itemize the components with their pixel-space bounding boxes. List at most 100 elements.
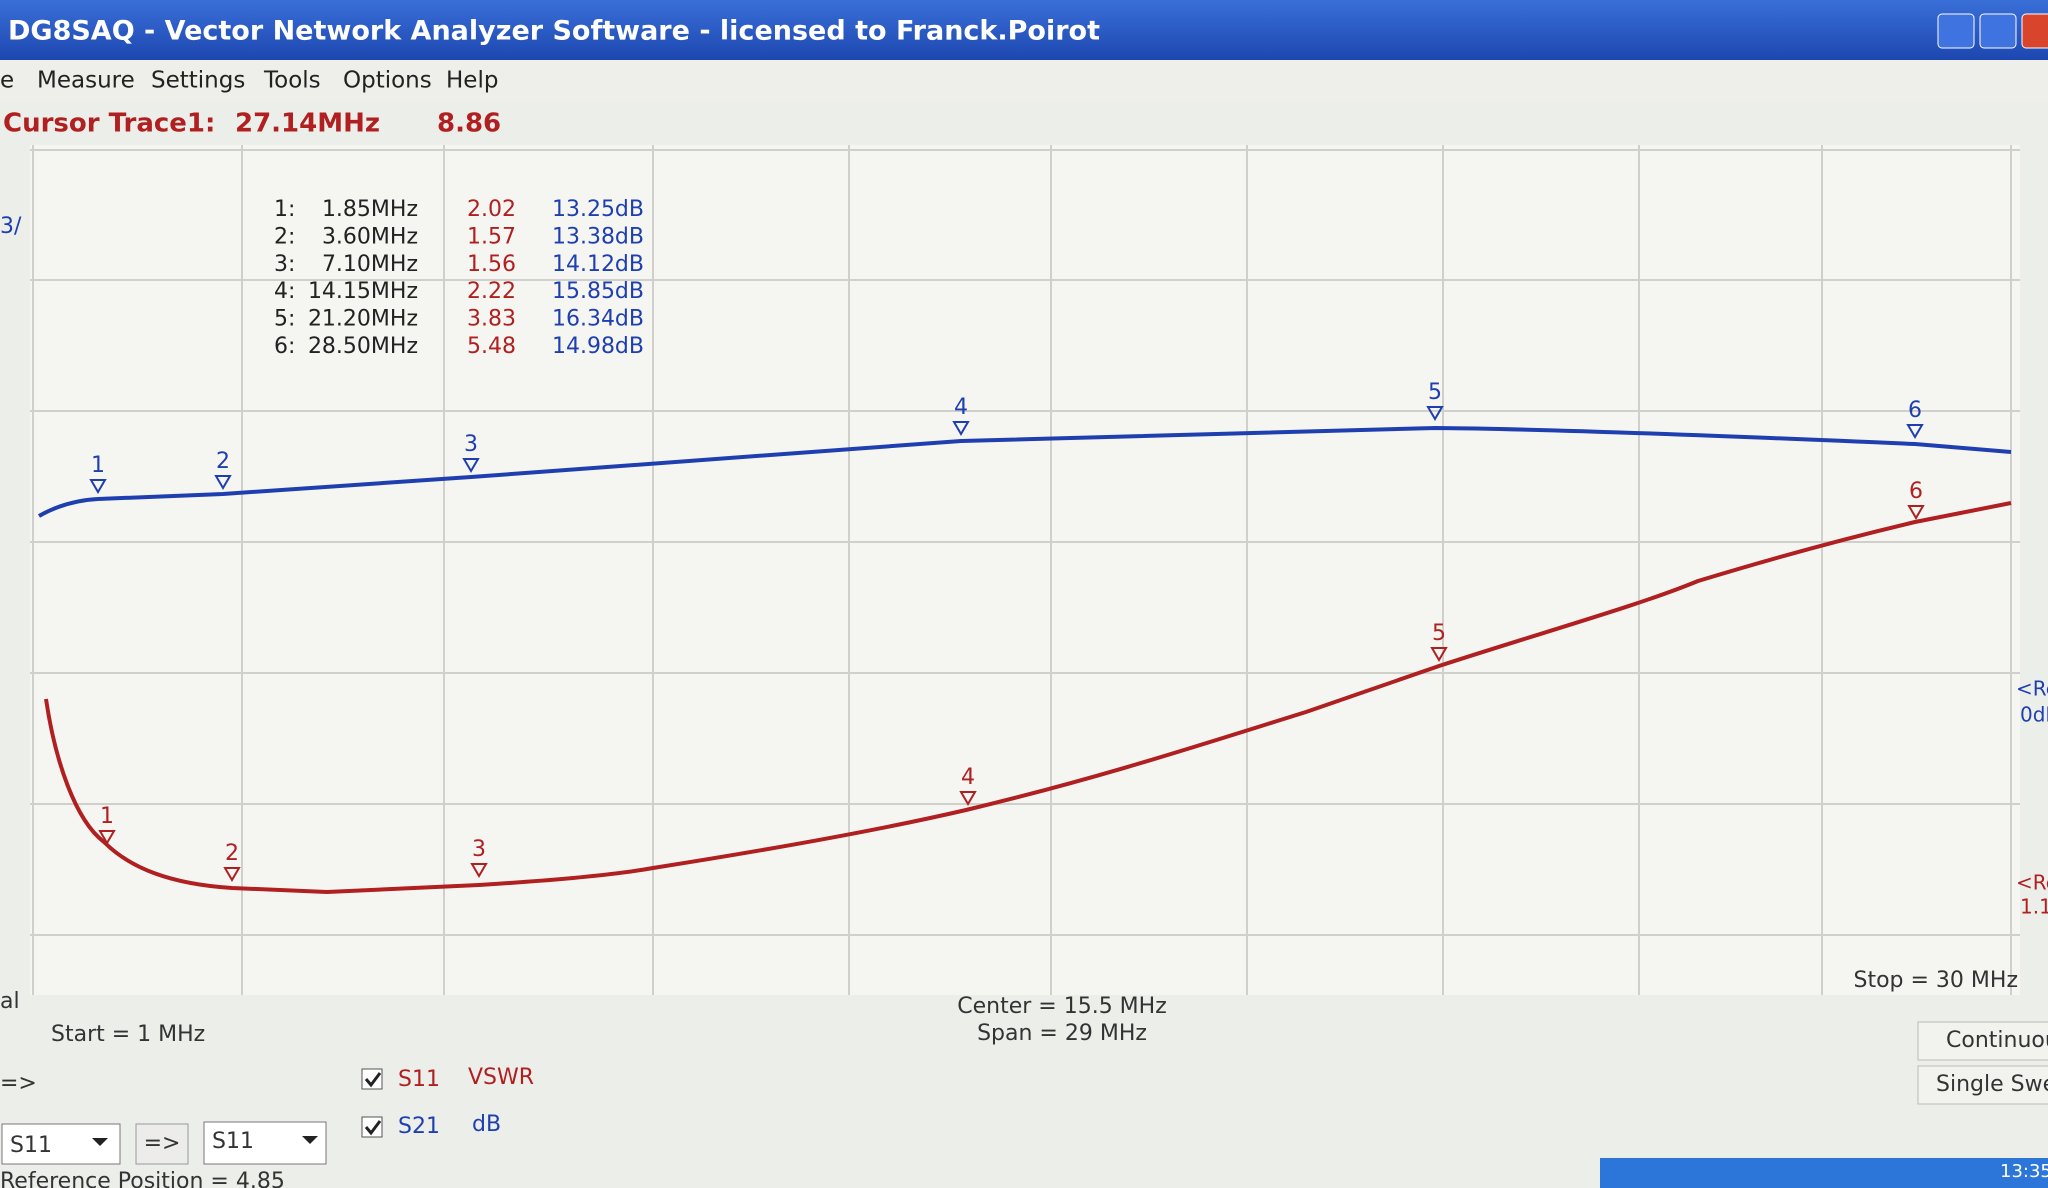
marker-triangle xyxy=(1430,647,1448,662)
menu-item[interactable]: Options xyxy=(343,68,432,94)
close-button[interactable] xyxy=(2021,13,2048,49)
copy-button[interactable] xyxy=(135,1123,189,1165)
menu-item[interactable]: Help xyxy=(446,68,498,94)
marker-number: 3 xyxy=(464,432,478,457)
dropdown-arrow xyxy=(302,1136,318,1144)
start-label: Start = 1 MHz xyxy=(51,1022,205,1047)
marker-triangle xyxy=(214,475,232,490)
marker-triangle xyxy=(1906,424,1924,439)
marker-vswr: 2.22 xyxy=(467,279,516,304)
marker-triangle xyxy=(223,867,241,882)
marker-number: 1 xyxy=(91,453,105,478)
marker-vswr: 2.02 xyxy=(467,197,516,222)
menu-item[interactable]: Measure xyxy=(37,68,135,94)
span-label: Span = 29 MHz xyxy=(977,1021,1147,1046)
marker-triangle xyxy=(462,458,480,473)
continuous-button[interactable] xyxy=(1917,1021,2048,1061)
marker-vswr: 3.83 xyxy=(467,307,516,332)
menu-item[interactable]: Settings xyxy=(151,68,245,94)
marker-label: 2: xyxy=(274,224,295,249)
marker-label: 5: xyxy=(274,307,295,332)
marker-vswr: 1.56 xyxy=(467,252,516,277)
marker-frequency: 28.50MHz xyxy=(308,334,418,359)
marker-frequency: 3.60MHz xyxy=(322,224,418,249)
marker-triangle xyxy=(952,421,970,436)
cursor-label: Cursor Trace1: xyxy=(3,109,215,139)
marker-number: 4 xyxy=(954,395,968,420)
s21-trace xyxy=(38,425,2012,518)
check-mark xyxy=(364,1072,382,1088)
marker-triangle xyxy=(470,863,488,878)
marker-s21: 14.98dB xyxy=(552,334,644,359)
dropdown-arrow xyxy=(92,1138,108,1146)
window-title: DG8SAQ - Vector Network Analyzer Softwar… xyxy=(8,16,1100,47)
menu: e Measure Settings Tools Options Help xyxy=(0,68,498,94)
marker-label: 4: xyxy=(274,279,295,304)
marker-s21: 13.38dB xyxy=(552,224,644,249)
marker-triangle xyxy=(89,479,107,494)
marker-s21: 13.25dB xyxy=(552,197,644,222)
copy-button-label: => xyxy=(144,1131,181,1156)
trace-checkbox[interactable] xyxy=(361,1116,383,1138)
menu-item[interactable]: e xyxy=(0,68,14,94)
marker-triangle xyxy=(1426,406,1444,421)
marker-number: 6 xyxy=(1908,398,1922,423)
single-sweep-button[interactable] xyxy=(1917,1065,2048,1105)
status-text: Reference Position = 4.85 xyxy=(0,1169,285,1188)
marker-s21: 16.34dB xyxy=(552,307,644,332)
marker-s21: 15.85dB xyxy=(552,279,644,304)
marker-table: 1: 1.85MHz 2.02 13.25dB 2: 3.60MHz 1.57 13.38dB… xyxy=(274,197,644,359)
plot-area xyxy=(30,145,2020,995)
dropdown-value: S11 xyxy=(212,1129,254,1154)
menu-item[interactable]: Tools xyxy=(263,68,321,94)
marker-number: 5 xyxy=(1428,380,1442,405)
marker-s21: 14.12dB xyxy=(552,252,644,277)
right-axis-label: 0dB xyxy=(2020,703,2048,727)
marker-number: 4 xyxy=(961,765,975,790)
dropdown[interactable] xyxy=(203,1121,327,1165)
check-mark xyxy=(364,1120,382,1136)
marker-triangle xyxy=(1907,505,1925,520)
left-arrow: => xyxy=(0,1071,37,1096)
grid xyxy=(30,145,2020,995)
right-axis-label: 1.1 xyxy=(2020,895,2048,919)
marker-frequency: 7.10MHz xyxy=(322,252,418,277)
trace-checkbox[interactable] xyxy=(361,1068,383,1090)
s11-trace xyxy=(44,501,2012,895)
cal-label: al xyxy=(0,989,20,1014)
center-label: Center = 15.5 MHz xyxy=(957,994,1167,1019)
minimize-button[interactable] xyxy=(1937,13,1975,49)
marker-frequency: 1.85MHz xyxy=(322,197,418,222)
cursor-frequency: 27.14MHz xyxy=(235,109,380,139)
dropdown-value: S11 xyxy=(10,1133,52,1158)
left-axis-label: 3/ xyxy=(0,214,22,239)
trace-param: S11 xyxy=(398,1067,440,1092)
restore-button[interactable] xyxy=(1979,13,2017,49)
marker-triangle xyxy=(98,830,116,845)
marker-number: 2 xyxy=(216,449,230,474)
button-label: Single Swee xyxy=(1936,1072,2048,1097)
trace-format: VSWR xyxy=(468,1065,534,1090)
stop-label: Stop = 30 MHz xyxy=(1854,968,2019,993)
right-axis-label: <Re xyxy=(2016,871,2048,895)
marker-number: 2 xyxy=(225,841,239,866)
marker-triangle xyxy=(959,791,977,806)
marker-vswr: 1.57 xyxy=(467,224,516,249)
title-bar xyxy=(0,0,2048,60)
cursor-value: 8.86 xyxy=(437,109,501,139)
marker-label: 6: xyxy=(274,334,295,359)
marker-number: 3 xyxy=(472,837,486,862)
marker-label: 3: xyxy=(274,252,295,277)
menu-bar xyxy=(0,60,2048,102)
right-axis-label: <Re xyxy=(2016,677,2048,701)
marker-frequency: 21.20MHz xyxy=(308,307,418,332)
trace-markers: 1 2 3 4 5 6 1 2 3 4 5 6 xyxy=(89,380,1925,882)
trace-format: dB xyxy=(472,1112,501,1137)
marker-frequency: 14.15MHz xyxy=(308,279,418,304)
taskbar-tray xyxy=(1600,1158,2048,1188)
clock: 13:35 xyxy=(2000,1161,2048,1182)
marker-label: 1: xyxy=(274,197,295,222)
marker-vswr: 5.48 xyxy=(467,334,516,359)
